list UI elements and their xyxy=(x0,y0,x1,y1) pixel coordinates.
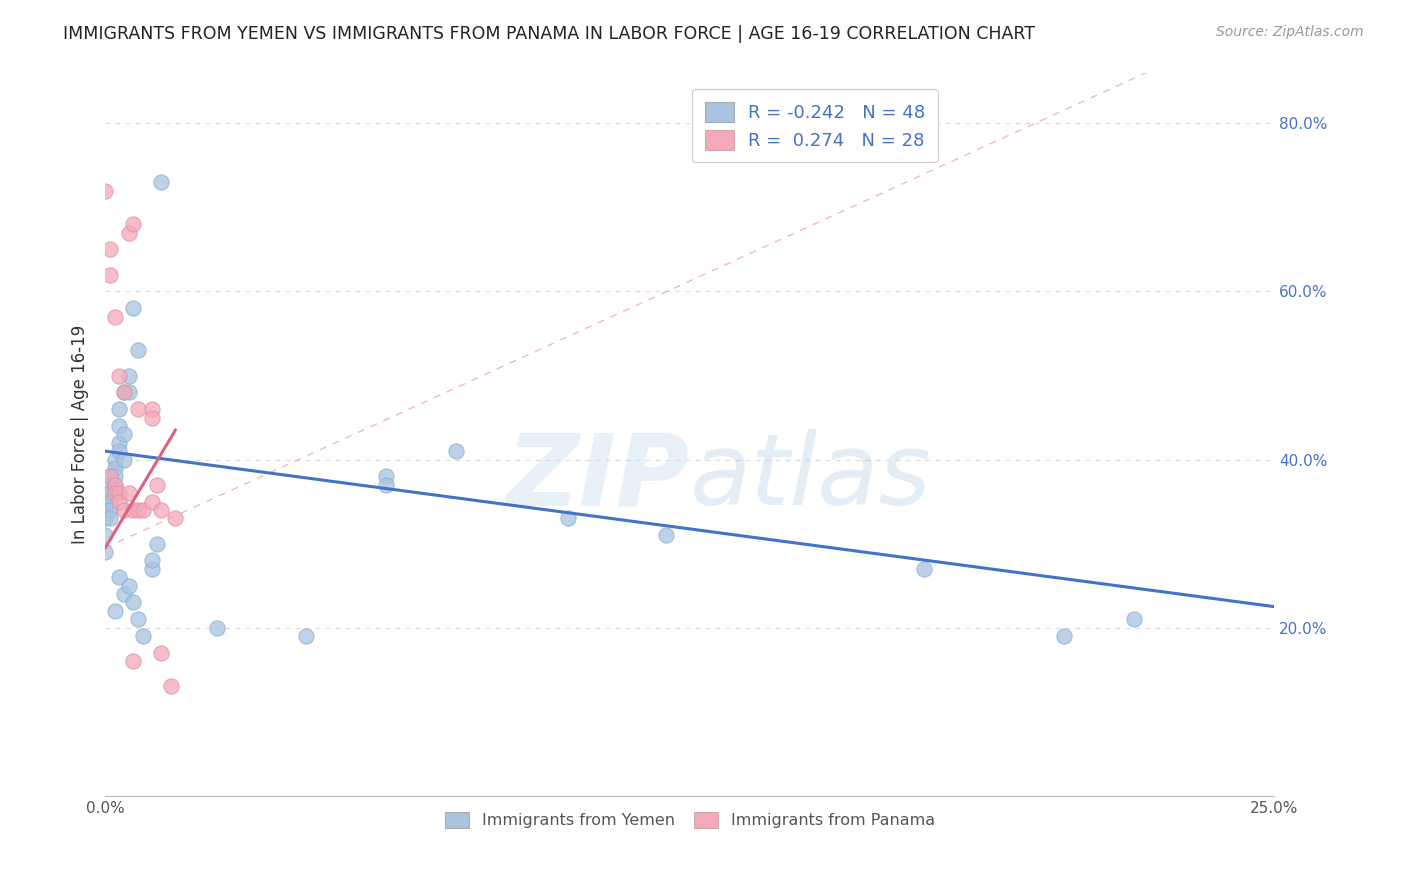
Point xyxy=(108,444,131,458)
Point xyxy=(141,562,163,576)
Point xyxy=(444,444,467,458)
Point xyxy=(557,511,579,525)
Text: atlas: atlas xyxy=(690,429,931,526)
Point xyxy=(112,385,135,400)
Point xyxy=(117,486,139,500)
Point xyxy=(150,503,173,517)
Point xyxy=(117,368,139,383)
Legend: Immigrants from Yemen, Immigrants from Panama: Immigrants from Yemen, Immigrants from P… xyxy=(439,805,941,835)
Point xyxy=(103,486,125,500)
Point xyxy=(108,435,131,450)
Point xyxy=(94,528,117,542)
Text: ZIP: ZIP xyxy=(506,429,690,526)
Point xyxy=(207,621,229,635)
Point xyxy=(98,511,121,525)
Point xyxy=(141,402,163,417)
Point xyxy=(150,646,173,660)
Point xyxy=(122,217,145,231)
Point xyxy=(141,494,163,508)
Point xyxy=(112,427,135,442)
Point xyxy=(94,511,117,525)
Point xyxy=(108,570,131,584)
Point xyxy=(159,680,181,694)
Point xyxy=(141,553,163,567)
Point xyxy=(122,595,145,609)
Point xyxy=(122,503,145,517)
Point xyxy=(98,469,121,483)
Point xyxy=(98,503,121,517)
Point xyxy=(131,629,153,643)
Point xyxy=(117,226,139,240)
Point xyxy=(103,477,125,491)
Point xyxy=(98,486,121,500)
Point xyxy=(103,461,125,475)
Point xyxy=(374,469,396,483)
Point xyxy=(165,511,187,525)
Text: IMMIGRANTS FROM YEMEN VS IMMIGRANTS FROM PANAMA IN LABOR FORCE | AGE 16-19 CORRE: IMMIGRANTS FROM YEMEN VS IMMIGRANTS FROM… xyxy=(63,25,1035,43)
Point xyxy=(112,385,135,400)
Point xyxy=(912,562,935,576)
Point xyxy=(374,477,396,491)
Point xyxy=(98,477,121,491)
Point xyxy=(108,486,131,500)
Point xyxy=(108,494,131,508)
Point xyxy=(141,410,163,425)
Point xyxy=(108,419,131,434)
Point xyxy=(94,503,117,517)
Point xyxy=(1053,629,1076,643)
Point xyxy=(655,528,678,542)
Point xyxy=(98,469,121,483)
Point xyxy=(98,268,121,282)
Y-axis label: In Labor Force | Age 16-19: In Labor Force | Age 16-19 xyxy=(72,325,89,544)
Point xyxy=(295,629,318,643)
Point xyxy=(94,545,117,559)
Point xyxy=(103,452,125,467)
Point xyxy=(150,175,173,189)
Point xyxy=(112,452,135,467)
Point xyxy=(103,477,125,491)
Point xyxy=(108,402,131,417)
Point xyxy=(127,402,149,417)
Point xyxy=(122,301,145,316)
Point xyxy=(127,343,149,358)
Point xyxy=(108,368,131,383)
Point xyxy=(98,494,121,508)
Point xyxy=(145,477,167,491)
Text: Source: ZipAtlas.com: Source: ZipAtlas.com xyxy=(1216,25,1364,39)
Point xyxy=(127,612,149,626)
Point xyxy=(112,587,135,601)
Point xyxy=(112,503,135,517)
Point xyxy=(131,503,153,517)
Point xyxy=(1123,612,1146,626)
Point xyxy=(145,536,167,550)
Point xyxy=(127,503,149,517)
Point xyxy=(117,579,139,593)
Point xyxy=(103,604,125,618)
Point xyxy=(94,184,117,198)
Point xyxy=(94,494,117,508)
Point xyxy=(94,486,117,500)
Point xyxy=(103,469,125,483)
Point xyxy=(122,654,145,668)
Point xyxy=(98,243,121,257)
Point xyxy=(117,385,139,400)
Point xyxy=(103,310,125,324)
